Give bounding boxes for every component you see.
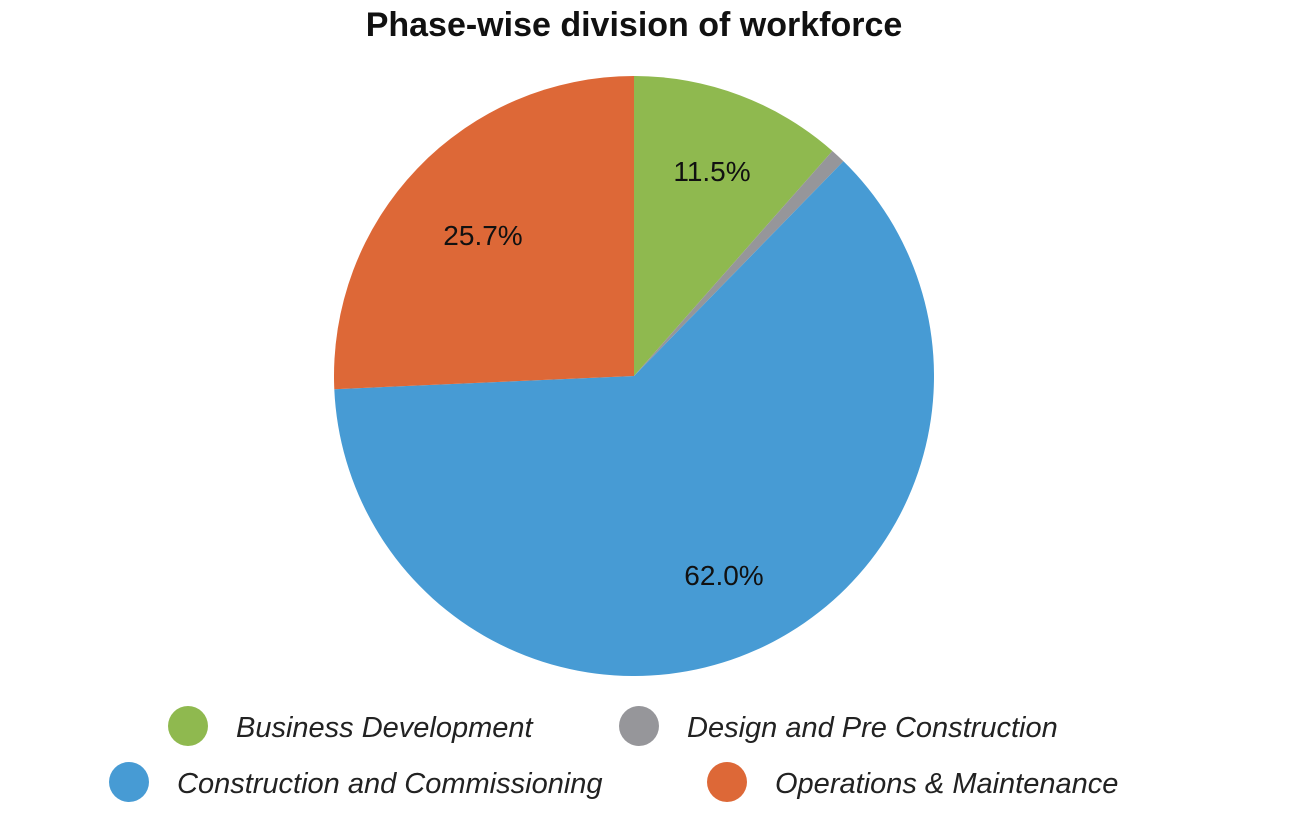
pie-slices	[333, 76, 934, 677]
legend: Business Development Design and Pre Cons…	[109, 706, 1118, 802]
pie-slice-labels: 11.5% 62.0% 25.7%	[443, 156, 763, 591]
legend-label: Business Development	[236, 712, 535, 744]
pie-slice-value-label: 11.5%	[673, 156, 750, 187]
legend-label: Operations & Maintenance	[775, 768, 1118, 800]
legend-item-design-and-pre-construction: Design and Pre Construction	[619, 706, 1058, 746]
pie-slice-value-label: 62.0%	[684, 560, 763, 591]
legend-swatch	[707, 762, 747, 802]
legend-label: Design and Pre Construction	[687, 712, 1058, 744]
legend-item-operations-and-maintenance: Operations & Maintenance	[707, 762, 1118, 802]
legend-swatch	[109, 762, 149, 802]
pie-slice-business-development	[634, 76, 833, 376]
legend-item-business-development: Business Development	[168, 706, 535, 746]
legend-swatch	[619, 706, 659, 746]
pie-slice-operations-and-maintenance	[333, 76, 634, 390]
pie-slice-design-and-pre-construction	[634, 150, 844, 376]
pie-slice-construction-and-commissioning	[334, 161, 934, 677]
legend-item-construction-and-commissioning: Construction and Commissioning	[109, 762, 603, 802]
legend-swatch	[168, 706, 208, 746]
chart-title: Phase-wise division of workforce	[366, 6, 903, 44]
legend-label: Construction and Commissioning	[177, 768, 603, 800]
pie-slice-value-label: 25.7%	[443, 220, 522, 251]
